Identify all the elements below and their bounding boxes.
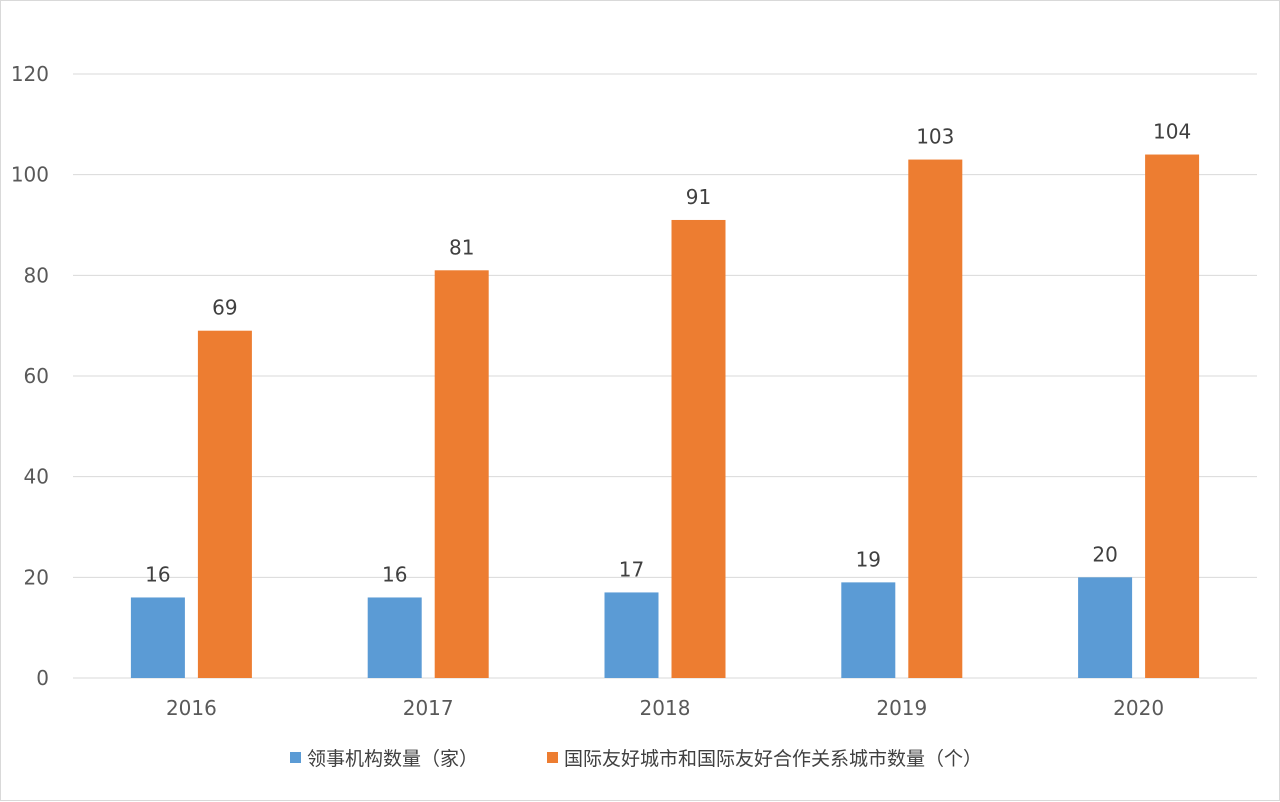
legend-swatch: [290, 752, 301, 763]
bar-sister-cities: [1145, 154, 1200, 679]
bar-sister-cities: [908, 159, 963, 679]
legend-swatch: [547, 752, 558, 763]
y-tick-label: 120: [11, 62, 49, 86]
bar-sister-cities: [671, 219, 726, 678]
y-tick-label: 100: [11, 163, 49, 187]
y-axis-ticks: 0 20 40 60 80 100 120: [11, 62, 49, 690]
data-label: 19: [856, 547, 881, 571]
y-tick-label: 40: [24, 465, 49, 489]
data-label: 69: [212, 296, 237, 320]
data-label: 20: [1092, 542, 1117, 566]
data-labels: 16 69 16 81 17 91 19 103 20 104: [145, 120, 1191, 587]
x-tick-label: 2018: [640, 696, 691, 720]
y-tick-label: 0: [36, 666, 49, 690]
data-label: 91: [686, 185, 711, 209]
data-label: 16: [145, 562, 170, 586]
data-label: 16: [382, 562, 407, 586]
data-label: 104: [1153, 120, 1191, 144]
x-axis-ticks: 2016 2017 2018 2019 2020: [166, 696, 1164, 720]
bar-consulates: [604, 592, 659, 678]
bars: [130, 154, 1200, 679]
bar-consulates: [130, 597, 185, 678]
bar-sister-cities: [197, 330, 252, 678]
bar-sister-cities: [434, 270, 489, 678]
x-tick-label: 2017: [403, 696, 454, 720]
data-label: 17: [619, 557, 644, 581]
y-tick-label: 80: [24, 263, 49, 287]
legend: 领事机构数量（家） 国际友好城市和国际友好合作关系城市数量（个）: [290, 748, 982, 770]
y-tick-label: 20: [24, 565, 49, 589]
x-tick-label: 2019: [876, 696, 927, 720]
bar-consulates: [841, 582, 896, 678]
x-tick-label: 2020: [1113, 696, 1164, 720]
bar-consulates: [1078, 577, 1133, 678]
legend-label: 领事机构数量（家）: [307, 748, 478, 770]
gridlines: [73, 73, 1257, 679]
bar-consulates: [367, 597, 422, 678]
legend-label: 国际友好城市和国际友好合作关系城市数量（个）: [564, 748, 982, 770]
x-tick-label: 2016: [166, 696, 217, 720]
data-label: 81: [449, 235, 474, 259]
y-tick-label: 60: [24, 364, 49, 388]
data-label: 103: [916, 125, 954, 149]
